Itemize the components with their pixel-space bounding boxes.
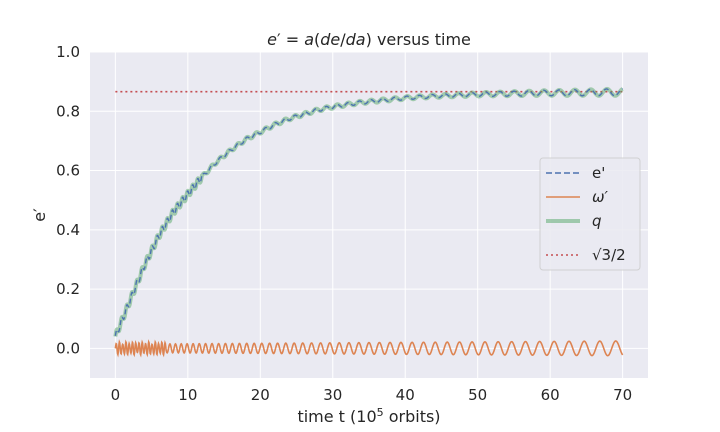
x-tick-label: 50 [468, 386, 487, 404]
y-axis-label: e′ [30, 208, 49, 222]
y-tick-label: 0.6 [56, 162, 80, 180]
x-tick-label: 30 [323, 386, 342, 404]
x-axis-label: time t (105 orbits) [297, 406, 440, 426]
y-tick-label: 0.0 [56, 339, 80, 357]
tick-labels: 0 10 20 30 40 50 60 70 0.0 0.2 0.4 0.6 0.8 1.0 [56, 43, 632, 404]
chart-title: e′ = a(de/da) versus time [267, 30, 471, 49]
legend-label-omega-prime: ω′ [592, 188, 609, 206]
series-omega-prime-line [114, 339, 624, 358]
legend: e' ω′ q √3/2 [539, 157, 641, 271]
series-e-prime-line [114, 88, 623, 336]
legend-label-q: q [592, 212, 602, 230]
x-tick-label: 10 [178, 386, 197, 404]
x-tick-label: 40 [396, 386, 415, 404]
x-tick-label: 60 [541, 386, 560, 404]
y-tick-label: 0.4 [56, 221, 80, 239]
x-tick-label: 70 [613, 386, 632, 404]
y-tick-label: 0.8 [56, 102, 80, 120]
legend-label-e-prime: e' [592, 164, 605, 182]
y-tick-label: 1.0 [56, 43, 80, 61]
legend-label-sqrt3-over-2: √3/2 [592, 246, 626, 264]
series-layer [113, 86, 625, 358]
x-tick-label: 20 [251, 386, 270, 404]
legend-box [539, 157, 641, 271]
y-tick-label: 0.2 [56, 280, 80, 298]
x-tick-label: 0 [111, 386, 121, 404]
